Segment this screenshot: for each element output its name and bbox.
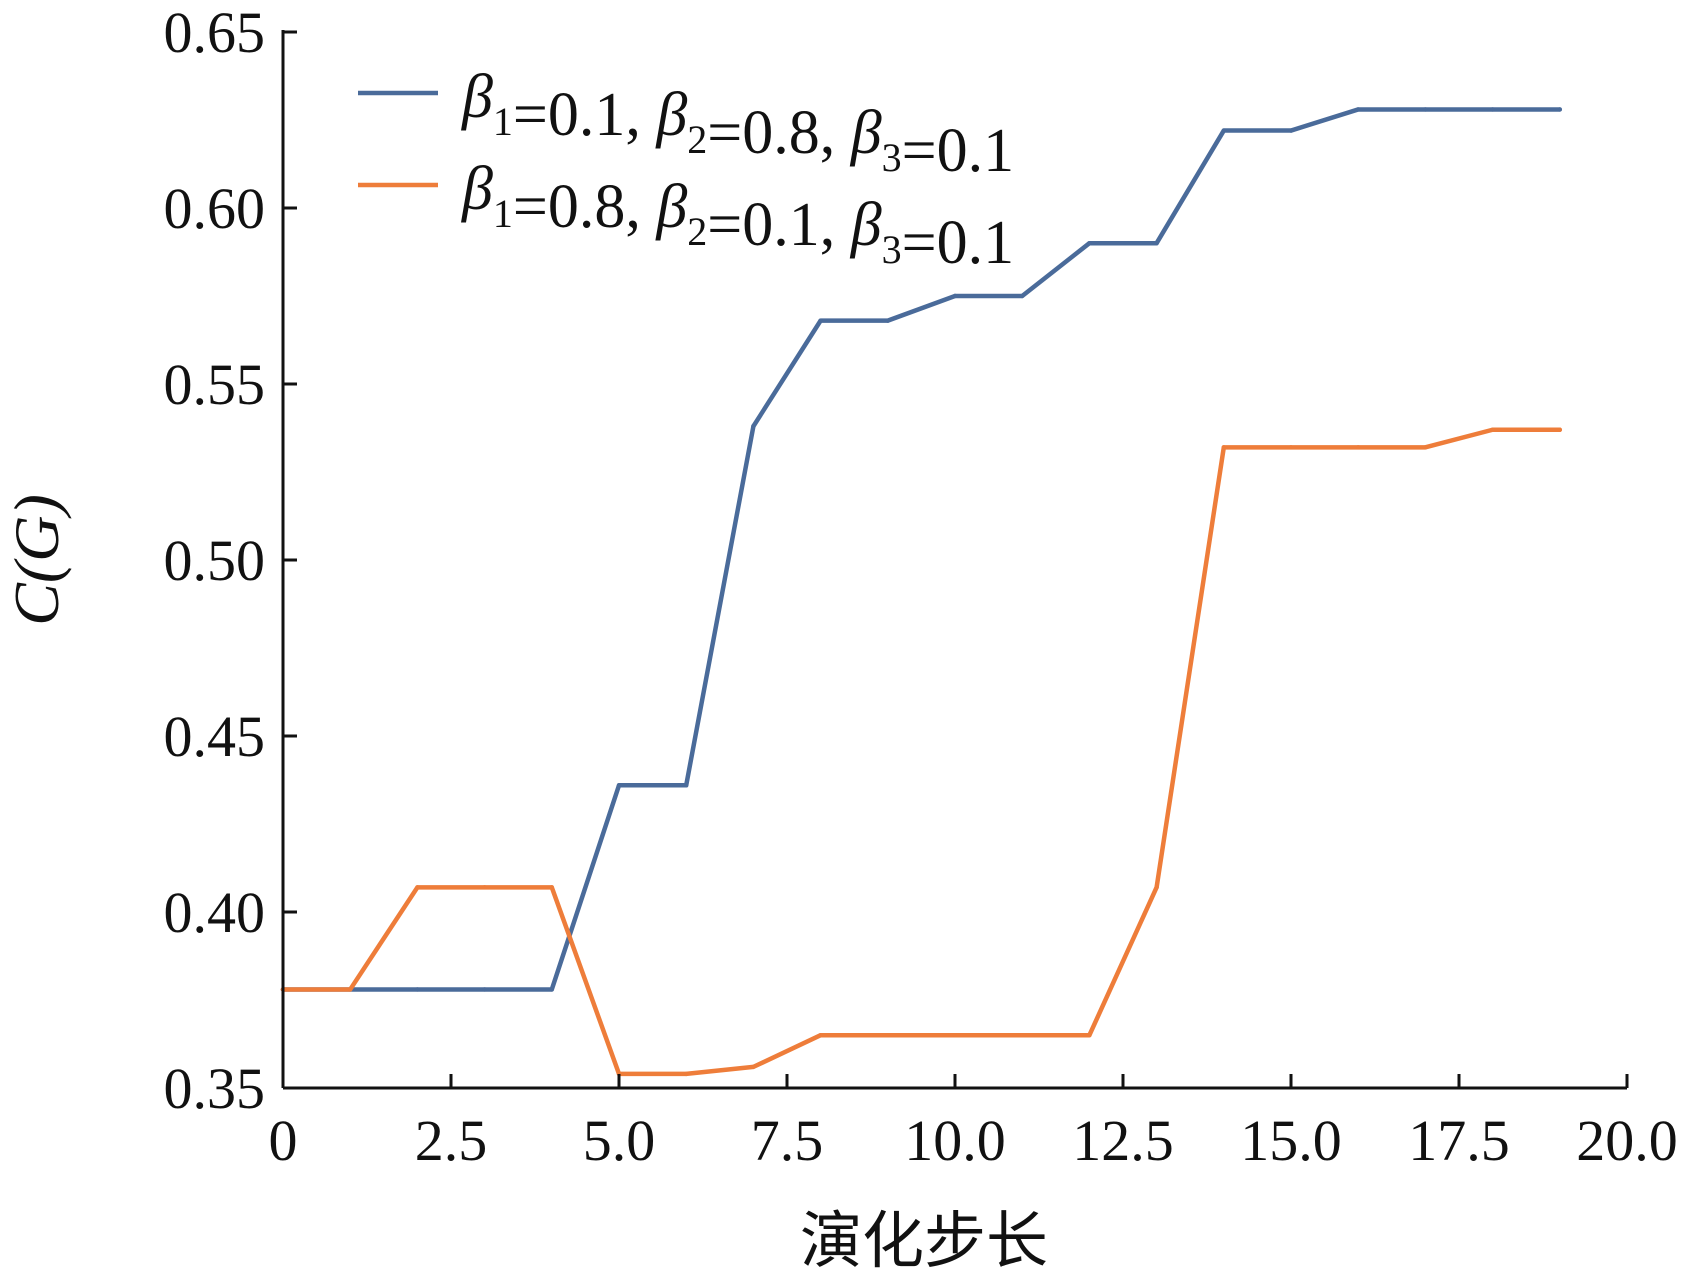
data-point <box>1356 107 1361 112</box>
data-point <box>818 318 823 323</box>
data-point <box>1087 1033 1092 1038</box>
y-axis-title: C(G) <box>1 494 72 626</box>
data-point <box>549 987 554 992</box>
x-axis-title: 演化步长 <box>800 1204 1048 1271</box>
data-point <box>1154 885 1159 890</box>
series-line-2 <box>280 427 1563 1077</box>
data-point <box>1221 128 1227 133</box>
x-tick-label: 2.5 <box>415 1108 488 1173</box>
data-point <box>684 1071 689 1077</box>
x-tick-label: 7.5 <box>751 1108 824 1173</box>
x-tick-label: 5.0 <box>583 1108 656 1173</box>
data-point <box>818 1033 823 1038</box>
y-tick-label: 0.45 <box>164 704 266 769</box>
data-point <box>1557 427 1563 432</box>
data-point <box>1490 107 1495 112</box>
data-point <box>1154 241 1159 246</box>
data-point <box>751 424 756 429</box>
data-point <box>415 987 420 992</box>
data-point <box>415 885 420 890</box>
data-point <box>952 1033 958 1038</box>
data-point <box>1288 445 1294 450</box>
data-point <box>1288 128 1294 133</box>
data-point <box>684 783 689 788</box>
y-tick-label: 0.35 <box>164 1056 266 1121</box>
y-tick-label: 0.60 <box>164 176 266 241</box>
data-point <box>1490 427 1495 432</box>
data-point <box>952 293 958 299</box>
legend: β1=0.1, β2=0.8, β3=0.1β1=0.8, β2=0.1, β3… <box>358 63 1014 277</box>
y-axis-ticks: 0.35 0.40 0.45 0.50 0.55 0.60 0.65 <box>164 0 297 1121</box>
x-axis-ticks: 0 2.5 5.0 7.5 10.0 12.5 15.0 17.5 20.0 <box>269 1074 1678 1173</box>
series-line-1 <box>280 107 1563 992</box>
data-point <box>549 885 554 890</box>
x-tick-label: 0 <box>269 1108 298 1173</box>
plot-lines <box>280 107 1563 1077</box>
data-point <box>885 318 890 323</box>
data-point <box>1087 241 1092 246</box>
data-point <box>348 987 353 992</box>
data-point <box>1423 445 1428 450</box>
legend-label-1: β1=0.1, β2=0.8, β3=0.1 <box>461 63 1014 185</box>
y-tick-label: 0.40 <box>164 880 266 945</box>
x-tick-label: 17.5 <box>1408 1108 1510 1173</box>
data-point <box>1020 1033 1025 1038</box>
x-tick-label: 10.0 <box>904 1108 1006 1173</box>
y-tick-label: 0.50 <box>164 528 266 593</box>
x-tick-label: 12.5 <box>1072 1108 1174 1173</box>
y-tick-label: 0.55 <box>164 352 266 417</box>
data-point <box>885 1033 890 1038</box>
data-point <box>1020 293 1025 299</box>
x-tick-label: 15.0 <box>1240 1108 1342 1173</box>
y-tick-label: 0.65 <box>164 0 266 65</box>
data-point <box>1423 107 1428 112</box>
legend-label-2: β1=0.8, β2=0.1, β3=0.1 <box>461 155 1014 277</box>
data-point <box>751 1064 756 1070</box>
data-point <box>1356 445 1361 450</box>
data-point <box>616 783 622 788</box>
data-point <box>482 885 487 890</box>
data-point <box>1557 107 1563 112</box>
data-point <box>482 987 487 992</box>
data-point <box>1221 445 1227 450</box>
x-tick-label: 20.0 <box>1576 1108 1678 1173</box>
